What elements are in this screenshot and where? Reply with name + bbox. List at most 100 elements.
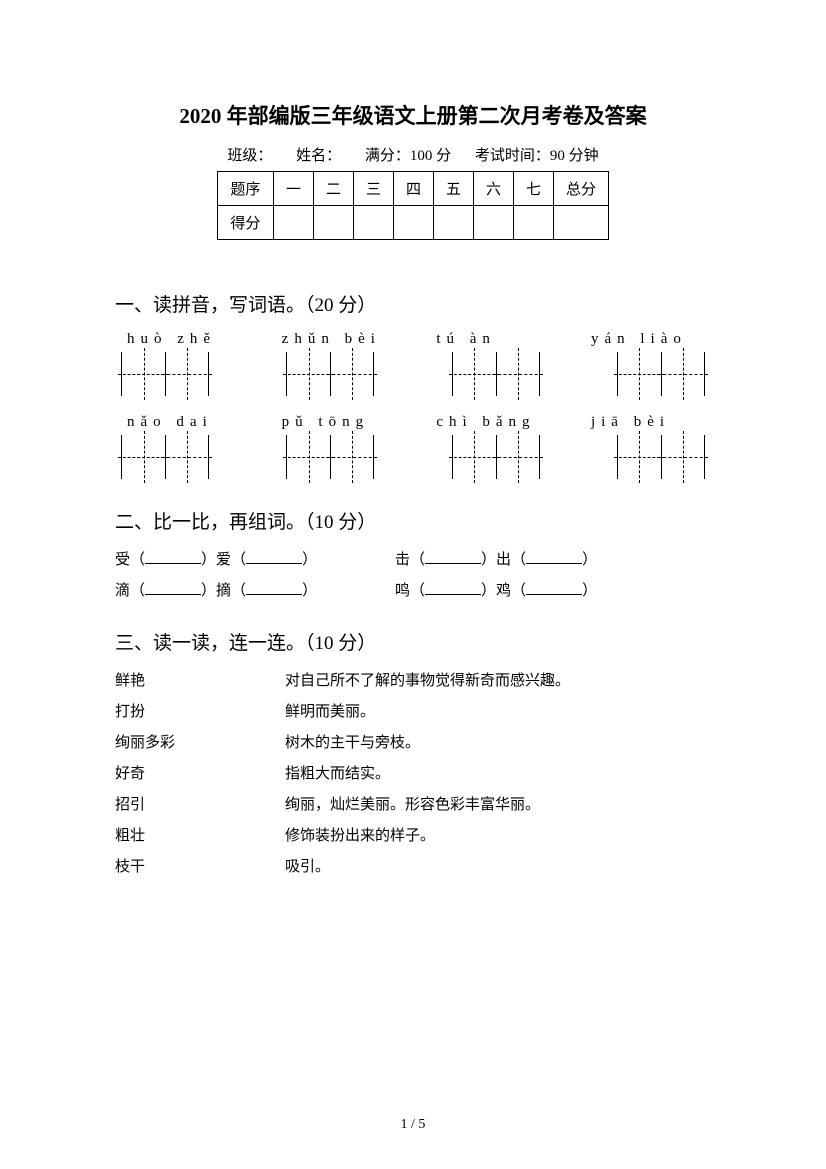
score-cell (393, 206, 433, 240)
char: 鸣 (395, 583, 410, 599)
tian-pair (452, 352, 540, 396)
class-label: 班级： (227, 148, 272, 164)
boxes-row-2 (115, 435, 711, 479)
col-6: 六 (474, 172, 514, 206)
compare-left: 滴（）摘（） (115, 579, 395, 600)
char: 受 (115, 552, 130, 568)
match-term: 打扮 (115, 700, 285, 721)
tian-box (165, 435, 209, 479)
match-row: 打扮鲜明而美丽。 (115, 700, 711, 721)
tian-box (165, 352, 209, 396)
tian-box (661, 435, 705, 479)
tian-pair (452, 435, 540, 479)
char: 出 (496, 552, 511, 568)
char: 爱 (216, 552, 231, 568)
blank (526, 581, 582, 595)
col-4: 四 (393, 172, 433, 206)
table-row: 题序 一 二 三 四 五 六 七 总分 (217, 172, 608, 206)
tian-pair (286, 435, 374, 479)
exam-time: 考试时间：90 分钟 (475, 148, 599, 164)
pinyin: nǎo dai (121, 414, 241, 431)
pinyin: jiā bèi (585, 414, 705, 431)
char: 摘 (216, 583, 231, 599)
match-row: 粗壮修饰装扮出来的样子。 (115, 824, 711, 845)
match-row: 鲜艳对自己所不了解的事物觉得新奇而感兴趣。 (115, 669, 711, 690)
match-def: 吸引。 (285, 855, 711, 876)
blank (246, 550, 302, 564)
match-def: 绚丽，灿烂美丽。形容色彩丰富华丽。 (285, 793, 711, 814)
pinyin: zhǔn bèi (276, 331, 396, 348)
pinyin-row-2: nǎo dai pǔ tōng chì bǎng jiā bèi (115, 414, 711, 431)
page-title: 2020 年部编版三年级语文上册第二次月考卷及答案 (115, 100, 711, 130)
match-def: 修饰装扮出来的样子。 (285, 824, 711, 845)
score-table: 题序 一 二 三 四 五 六 七 总分 得分 (217, 171, 609, 240)
pinyin: pǔ tōng (276, 414, 396, 431)
match-term: 枝干 (115, 855, 285, 876)
full-score: 满分：100 分 (365, 148, 451, 164)
score-cell (514, 206, 554, 240)
section-1-heading: 一、读拼音，写词语。（20 分） (115, 290, 711, 317)
score-cell (554, 206, 609, 240)
header-label: 题序 (217, 172, 273, 206)
boxes-row-1 (115, 352, 711, 396)
match-def: 对自己所不了解的事物觉得新奇而感兴趣。 (285, 669, 711, 690)
score-label: 得分 (217, 206, 273, 240)
col-2: 二 (313, 172, 353, 206)
tian-pair (617, 435, 705, 479)
col-3: 三 (353, 172, 393, 206)
section-2-heading: 二、比一比，再组词。（10 分） (115, 507, 711, 534)
tian-pair (121, 352, 209, 396)
char: 击 (395, 552, 410, 568)
pinyin: tú àn (430, 331, 550, 348)
tian-box (121, 435, 165, 479)
tian-box (496, 435, 540, 479)
score-cell (434, 206, 474, 240)
match-section: 鲜艳对自己所不了解的事物觉得新奇而感兴趣。 打扮鲜明而美丽。 绚丽多彩树木的主干… (115, 669, 711, 876)
score-cell (313, 206, 353, 240)
tian-box (121, 352, 165, 396)
match-row: 枝干吸引。 (115, 855, 711, 876)
compare-row: 滴（）摘（） 鸣（）鸡（） (115, 579, 711, 600)
score-cell (474, 206, 514, 240)
blank (425, 550, 481, 564)
compare-left: 受（）爱（） (115, 548, 395, 569)
score-cell (273, 206, 313, 240)
tian-pair (286, 352, 374, 396)
match-def: 指粗大而结实。 (285, 762, 711, 783)
pinyin: chì bǎng (430, 414, 550, 431)
pinyin: huò zhě (121, 331, 241, 348)
match-term: 绚丽多彩 (115, 731, 285, 752)
match-row: 招引绚丽，灿烂美丽。形容色彩丰富华丽。 (115, 793, 711, 814)
section-3-heading: 三、读一读，连一连。（10 分） (115, 628, 711, 655)
blank (145, 581, 201, 595)
char: 鸡 (496, 583, 511, 599)
col-total: 总分 (554, 172, 609, 206)
col-1: 一 (273, 172, 313, 206)
tian-box (330, 352, 374, 396)
table-row: 得分 (217, 206, 608, 240)
compare-section: 受（）爱（） 击（）出（） 滴（）摘（） 鸣（）鸡（） (115, 548, 711, 600)
name-label: 姓名： (296, 148, 341, 164)
tian-box (330, 435, 374, 479)
blank (425, 581, 481, 595)
col-5: 五 (434, 172, 474, 206)
tian-box (452, 435, 496, 479)
char: 滴 (115, 583, 130, 599)
match-row: 绚丽多彩树木的主干与旁枝。 (115, 731, 711, 752)
match-term: 招引 (115, 793, 285, 814)
tian-box (452, 352, 496, 396)
match-def: 鲜明而美丽。 (285, 700, 711, 721)
tian-pair (121, 435, 209, 479)
compare-row: 受（）爱（） 击（）出（） (115, 548, 711, 569)
info-row: 班级： 姓名： 满分：100 分 考试时间：90 分钟 (115, 144, 711, 165)
tian-box (661, 352, 705, 396)
tian-box (286, 352, 330, 396)
pinyin: yán liào (585, 331, 705, 348)
match-term: 好奇 (115, 762, 285, 783)
score-cell (353, 206, 393, 240)
compare-right: 鸣（）鸡（） (395, 579, 597, 600)
blank (145, 550, 201, 564)
compare-right: 击（）出（） (395, 548, 597, 569)
pinyin-row-1: huò zhě zhǔn bèi tú àn yán liào (115, 331, 711, 348)
blank (526, 550, 582, 564)
